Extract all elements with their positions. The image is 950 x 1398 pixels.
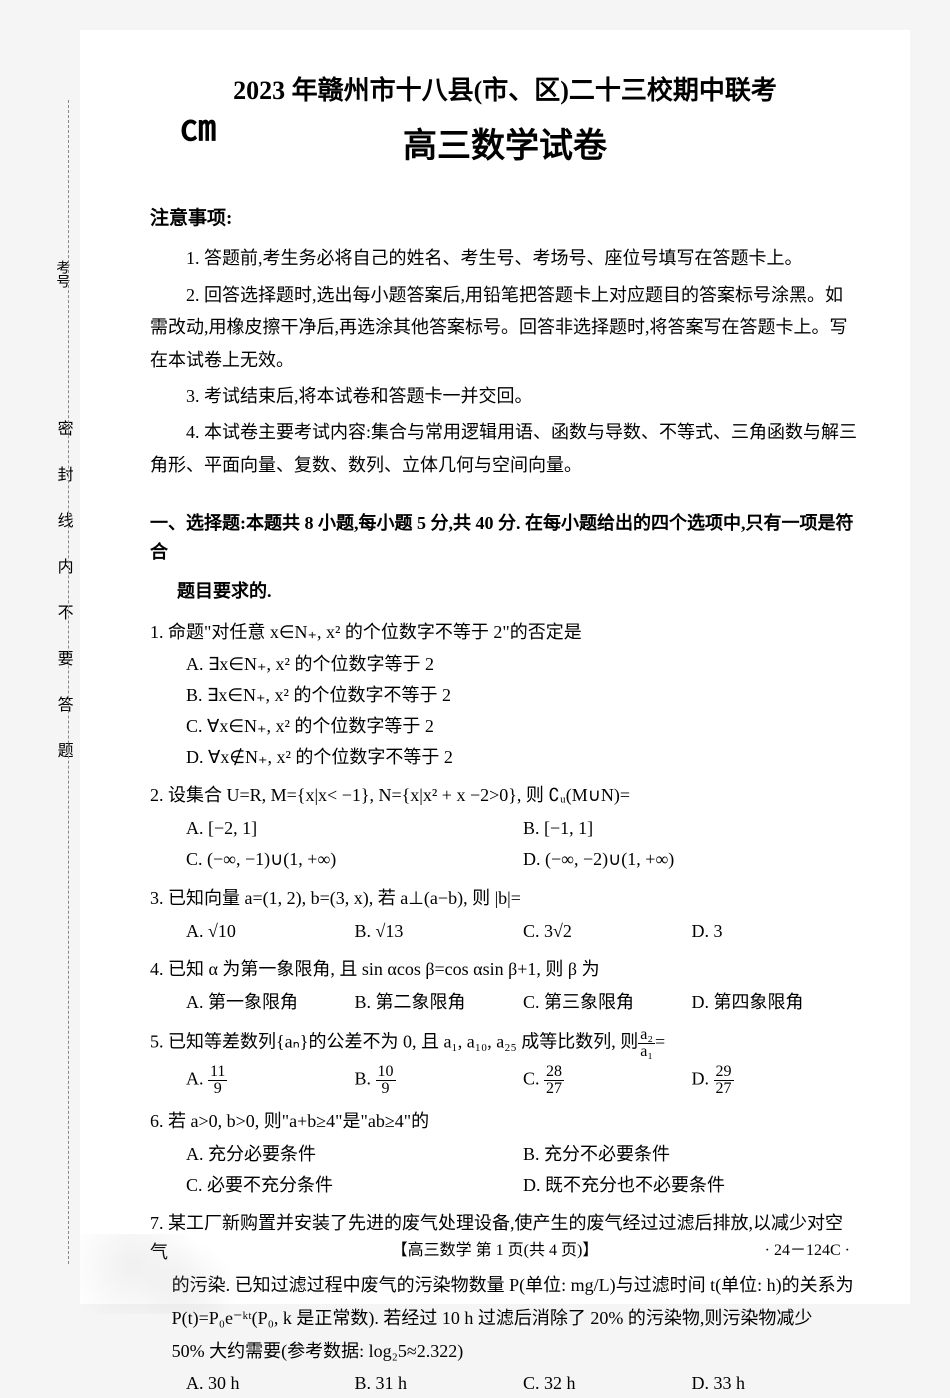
q1-stem: 1. 命题"对任意 x∈N₊, x² 的个位数字不等于 2"的否定是 <box>150 618 860 647</box>
q2-option-b: B. [−1, 1] <box>523 814 860 843</box>
q6-stem: 6. 若 a>0, b>0, 则"a+b≥4"是"ab≥4"的 <box>150 1107 860 1136</box>
q4-option-b: B. 第二象限角 <box>355 988 524 1017</box>
q3-stem: 3. 已知向量 a=(1, 2), b=(3, x), 若 a⊥(a−b), 则… <box>150 884 860 913</box>
q4-option-d: D. 第四象限角 <box>692 988 861 1017</box>
q7-stem-4: 50% 大约需要(参考数据: log₂5≈2.322) <box>150 1337 860 1366</box>
q7-option-c: C. 32 h <box>523 1369 692 1398</box>
q1-option-a: A. ∃x∈N₊, x² 的个位数字等于 2 <box>186 650 860 679</box>
q4-option-c: C. 第三象限角 <box>523 988 692 1017</box>
exam-logo: ㎝ <box>180 100 216 158</box>
question-2: 2. 设集合 U=R, M={x|x< −1}, N={x|x² + x −2>… <box>150 781 860 873</box>
q5-stem-pre: 5. 已知等差数列{aₙ}的公差不为 0, 且 a₁, a₁₀, a₂₅ 成等比… <box>150 1032 638 1052</box>
q5-stem: 5. 已知等差数列{aₙ}的公差不为 0, 且 a₁, a₁₀, a₂₅ 成等比… <box>150 1027 860 1060</box>
page-footer-right: · 24－124C · <box>765 1238 850 1264</box>
q2-stem: 2. 设集合 U=R, M={x|x< −1}, N={x|x² + x −2>… <box>150 781 860 810</box>
question-4: 4. 已知 α 为第一象限角, 且 sin αcos β=cos αsin β+… <box>150 955 860 1017</box>
q5-option-a: A. 119 <box>186 1064 355 1097</box>
notice-item-3: 3. 考试结束后,将本试卷和答题卡一并交回。 <box>150 380 860 412</box>
title-line1: 2023 年赣州市十八县(市、区)二十三校期中联考 <box>150 70 860 112</box>
q5-option-c: C. 2827 <box>523 1064 692 1097</box>
q1-option-d: D. ∀x∉N₊, x² 的个位数字不等于 2 <box>186 743 860 772</box>
q5-stem-frac: a₂a₁ <box>638 1027 655 1060</box>
q2-option-d: D. (−∞, −2)∪(1, +∞) <box>523 845 860 874</box>
q2-option-a: A. [−2, 1] <box>186 814 523 843</box>
q5-stem-post: = <box>655 1032 665 1052</box>
notice-item-2: 2. 回答选择题时,选出每小题答案后,用铅笔把答题卡上对应题目的答案标号涂黑。如… <box>150 279 860 376</box>
section1-header: 一、选择题:本题共 8 小题,每小题 5 分,共 40 分. 在每小题给出的四个… <box>150 509 860 567</box>
q6-option-a: A. 充分必要条件 <box>186 1140 523 1169</box>
notice-header: 注意事项: <box>150 204 860 234</box>
q4-option-a: A. 第一象限角 <box>186 988 355 1017</box>
q7-option-a: A. 30 h <box>186 1369 355 1398</box>
binding-dashed-line <box>68 100 69 1264</box>
exam-page: ㎝ 2023 年赣州市十八县(市、区)二十三校期中联考 高三数学试卷 注意事项:… <box>80 30 910 1304</box>
q4-stem: 4. 已知 α 为第一象限角, 且 sin αcos β=cos αsin β+… <box>150 955 860 984</box>
q7-option-b: B. 31 h <box>355 1369 524 1398</box>
q6-option-c: C. 必要不充分条件 <box>186 1171 523 1200</box>
notice-section: 注意事项: 1. 答题前,考生务必将自己的姓名、考生号、考场号、座位号填写在答题… <box>150 204 860 481</box>
q2-option-c: C. (−∞, −1)∪(1, +∞) <box>186 845 523 874</box>
question-1: 1. 命题"对任意 x∈N₊, x² 的个位数字不等于 2"的否定是 A. ∃x… <box>150 618 860 772</box>
q3-option-b: B. √13 <box>355 917 524 946</box>
q5-option-d: D. 2927 <box>692 1064 861 1097</box>
title-line2: 高三数学试卷 <box>150 120 860 174</box>
side-binding-text: 密封线内不要答题 <box>50 420 76 788</box>
side-exam-number-label: 考号 <box>50 260 72 288</box>
q3-option-d: D. 3 <box>692 917 861 946</box>
q5-option-b: B. 109 <box>355 1064 524 1097</box>
question-5: 5. 已知等差数列{aₙ}的公差不为 0, 且 a₁, a₁₀, a₂₅ 成等比… <box>150 1027 860 1097</box>
q3-option-c: C. 3√2 <box>523 917 692 946</box>
q7-option-d: D. 33 h <box>692 1369 861 1398</box>
section1-header-cont: 题目要求的. <box>150 577 860 606</box>
question-3: 3. 已知向量 a=(1, 2), b=(3, x), 若 a⊥(a−b), 则… <box>150 884 860 946</box>
q3-option-a: A. √10 <box>186 917 355 946</box>
q1-option-b: B. ∃x∈N₊, x² 的个位数字不等于 2 <box>186 681 860 710</box>
notice-item-1: 1. 答题前,考生务必将自己的姓名、考生号、考场号、座位号填写在答题卡上。 <box>150 242 860 274</box>
title-block: 2023 年赣州市十八县(市、区)二十三校期中联考 高三数学试卷 <box>150 70 860 174</box>
question-6: 6. 若 a>0, b>0, 则"a+b≥4"是"ab≥4"的 A. 充分必要条… <box>150 1107 860 1199</box>
q6-option-d: D. 既不充分也不必要条件 <box>523 1171 860 1200</box>
scan-artifact <box>80 1234 260 1314</box>
notice-item-4: 4. 本试卷主要考试内容:集合与常用逻辑用语、函数与导数、不等式、三角函数与解三… <box>150 416 860 481</box>
q1-option-c: C. ∀x∈N₊, x² 的个位数字等于 2 <box>186 712 860 741</box>
q6-option-b: B. 充分不必要条件 <box>523 1140 860 1169</box>
